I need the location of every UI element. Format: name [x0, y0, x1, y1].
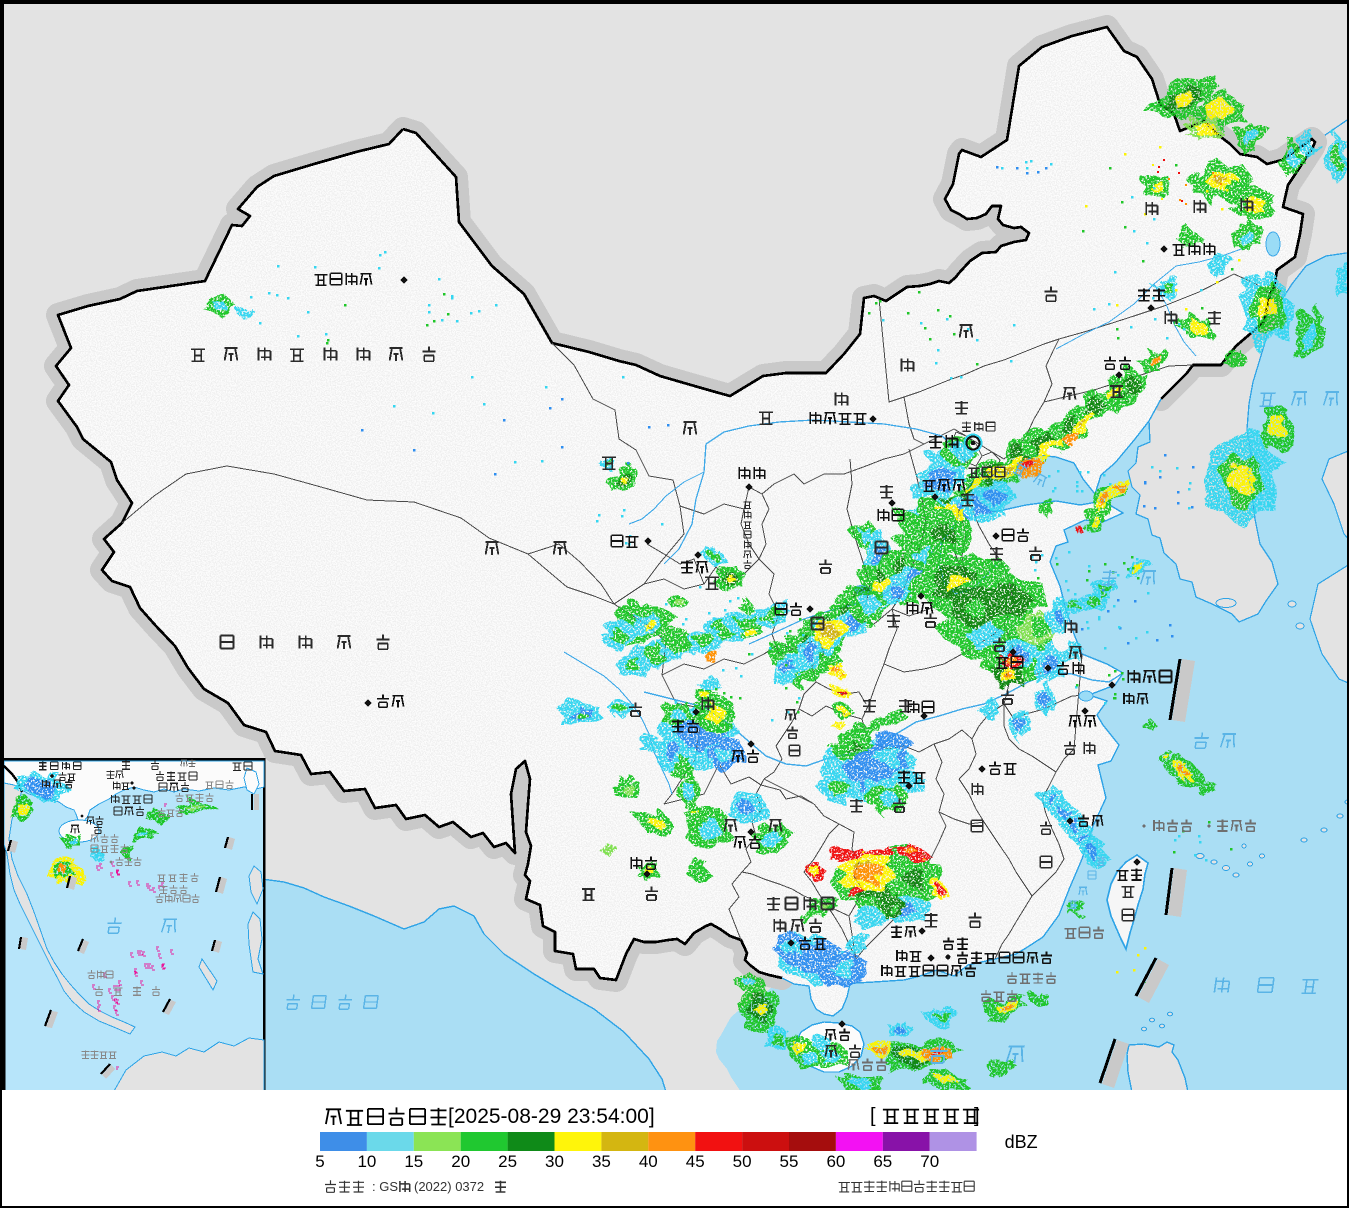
svg-text:[: [	[870, 1105, 876, 1127]
svg-text:10: 10	[357, 1152, 376, 1171]
svg-text:35: 35	[592, 1152, 611, 1171]
svg-text:30: 30	[545, 1152, 564, 1171]
svg-text:25: 25	[498, 1152, 517, 1171]
svg-text:dBZ: dBZ	[1005, 1132, 1038, 1152]
svg-text:: GS: : GS	[372, 1179, 398, 1194]
svg-text:50: 50	[733, 1152, 752, 1171]
svg-text:[2025-08-29 23:54:00]: [2025-08-29 23:54:00]	[448, 1105, 655, 1128]
svg-text:40: 40	[639, 1152, 658, 1171]
svg-text:15: 15	[404, 1152, 423, 1171]
svg-text:55: 55	[780, 1152, 799, 1171]
svg-text:70: 70	[920, 1152, 939, 1171]
svg-text:20: 20	[451, 1152, 470, 1171]
svg-text:60: 60	[826, 1152, 845, 1171]
svg-text:5: 5	[315, 1152, 324, 1171]
svg-text:65: 65	[873, 1152, 892, 1171]
svg-text:45: 45	[686, 1152, 705, 1171]
svg-text:(2022) 0372: (2022) 0372	[414, 1179, 484, 1194]
svg-text:]: ]	[974, 1105, 980, 1127]
